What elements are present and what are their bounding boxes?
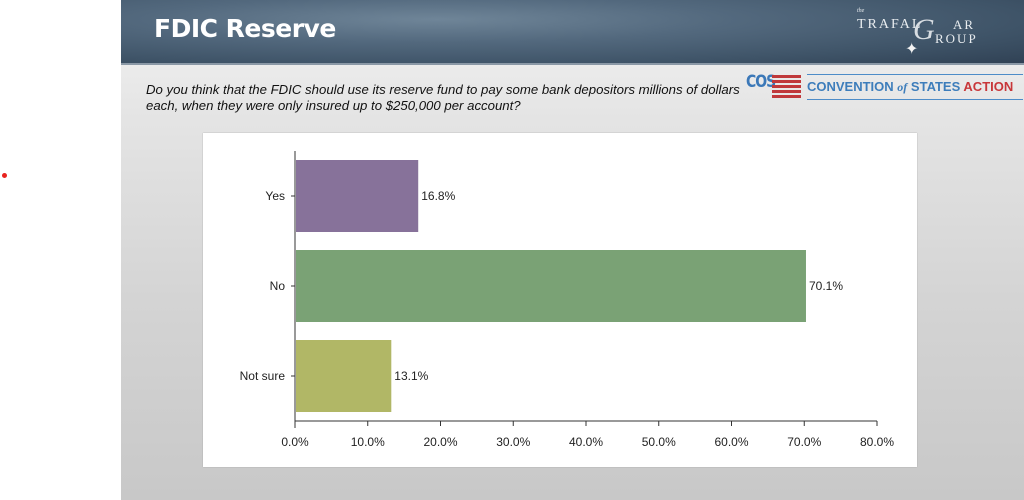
category-label: Not sure	[240, 369, 286, 383]
trafalgar-group-logo: the TRAFAL G AR ROUP ✦	[857, 8, 978, 58]
value-label: 70.1%	[809, 279, 843, 293]
x-tick-label: 50.0%	[642, 435, 676, 449]
x-tick-label: 40.0%	[569, 435, 603, 449]
category-label: No	[270, 279, 286, 293]
compass-star-icon: ✦	[905, 41, 919, 58]
bar-not-sure	[296, 340, 392, 412]
bar-no	[296, 250, 806, 322]
category-label: Yes	[265, 189, 285, 203]
left-margin	[0, 0, 121, 500]
x-tick-label: 20.0%	[423, 435, 457, 449]
x-tick-label: 70.0%	[787, 435, 821, 449]
x-tick-label: 0.0%	[281, 435, 309, 449]
value-label: 16.8%	[421, 189, 455, 203]
red-marker-dot	[2, 173, 7, 178]
slide-header: FDIC Reserve the TRAFAL G AR ROUP ✦	[121, 0, 1024, 65]
slide: FDIC Reserve the TRAFAL G AR ROUP ✦ Do y…	[121, 0, 1024, 500]
flag-stripes-icon	[772, 75, 801, 100]
x-tick-label: 10.0%	[351, 435, 385, 449]
bar-chart: Yes 16.8% No 70.1% Not sure 13.1% 0.0% 10.0% 20.…	[240, 151, 894, 449]
value-label: 13.1%	[394, 369, 428, 383]
convention-of-states-logo: COS CONVENTION of STATES ACTION	[746, 71, 1024, 101]
x-tick-label: 80.0%	[860, 435, 894, 449]
x-tick-label: 30.0%	[496, 435, 530, 449]
bar-yes	[296, 160, 419, 232]
chart-panel: Yes 16.8% No 70.1% Not sure 13.1% 0.0% 10.0% 20.…	[203, 133, 917, 467]
x-tick-label: 60.0%	[714, 435, 748, 449]
slide-title: FDIC Reserve	[154, 14, 336, 43]
survey-question: Do you think that the FDIC should use it…	[146, 82, 740, 113]
